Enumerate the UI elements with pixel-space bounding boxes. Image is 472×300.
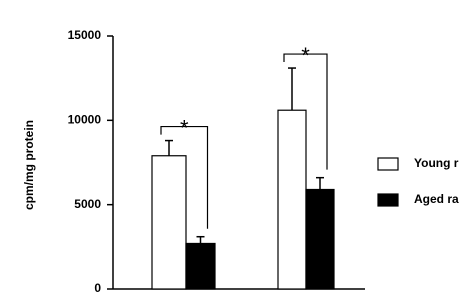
- legend-label: Aged ra: [414, 192, 459, 206]
- significance-bracket: [283, 53, 328, 170]
- bar: [277, 109, 307, 290]
- significance-bracket: [160, 125, 209, 229]
- legend-swatch: [377, 193, 399, 207]
- significance-marker: *: [180, 115, 189, 140]
- y-tick-label: 0: [94, 281, 101, 295]
- legend-label: Young r: [414, 156, 459, 170]
- y-axis-label: cpm/mg protein: [22, 120, 36, 210]
- y-tick-label: 10000: [68, 113, 102, 127]
- significance-marker: *: [301, 43, 310, 68]
- bar: [185, 242, 216, 290]
- bar: [151, 155, 187, 290]
- legend-swatch: [377, 157, 399, 171]
- y-tick-label: 5000: [74, 197, 101, 211]
- y-tick-label: 15000: [68, 28, 102, 42]
- bar: [305, 188, 335, 290]
